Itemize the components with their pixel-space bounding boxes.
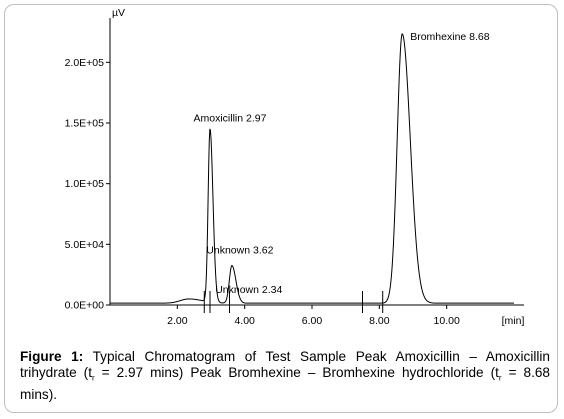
x-axis-label: [min] <box>502 315 525 327</box>
x-tick-label: 6.00 <box>302 315 323 327</box>
y-axis-label: µV <box>112 7 125 19</box>
y-tick-label: 2.0E+05 <box>65 57 105 69</box>
peak-label: Unknown 2.34 <box>215 284 282 296</box>
y-tick-label: 0.0E+00 <box>65 300 105 312</box>
figure-caption: Figure 1: Typical Chromatogram of Test S… <box>20 349 550 403</box>
caption-text-3: = 8.68 mins). <box>20 365 550 402</box>
x-tick-label: 8.00 <box>369 315 390 327</box>
x-tick-label: 4.00 <box>234 315 255 327</box>
chromatogram-chart: 0.0E+00 5.0E+04 1.0E+05 1.5E+05 2.0E+05 2.00 4… <box>65 7 525 327</box>
caption-subscript-2: r <box>498 373 502 383</box>
caption-text-2: = 2.97 mins) Peak Bromhexine – Bromhexin… <box>94 365 499 380</box>
x-tick-label: 2.00 <box>167 315 188 327</box>
chromatogram-trace <box>110 33 514 304</box>
y-tick-label: 1.0E+05 <box>65 178 105 190</box>
peak-label: Bromhexine 8.68 <box>410 31 490 43</box>
x-tick-label: 10.00 <box>434 315 460 327</box>
caption-label: Figure 1: <box>20 349 84 364</box>
caption-text-1: Typical Chromatogram of Test Sample Peak… <box>20 349 550 380</box>
y-tick-label: 5.0E+04 <box>65 239 105 251</box>
caption-subscript-1: r <box>91 373 95 383</box>
peak-label: Amoxicillin 2.97 <box>194 113 267 125</box>
y-tick-label: 1.5E+05 <box>65 118 105 130</box>
figure-frame <box>4 4 558 413</box>
peak-label: Unknown 3.62 <box>206 245 273 257</box>
